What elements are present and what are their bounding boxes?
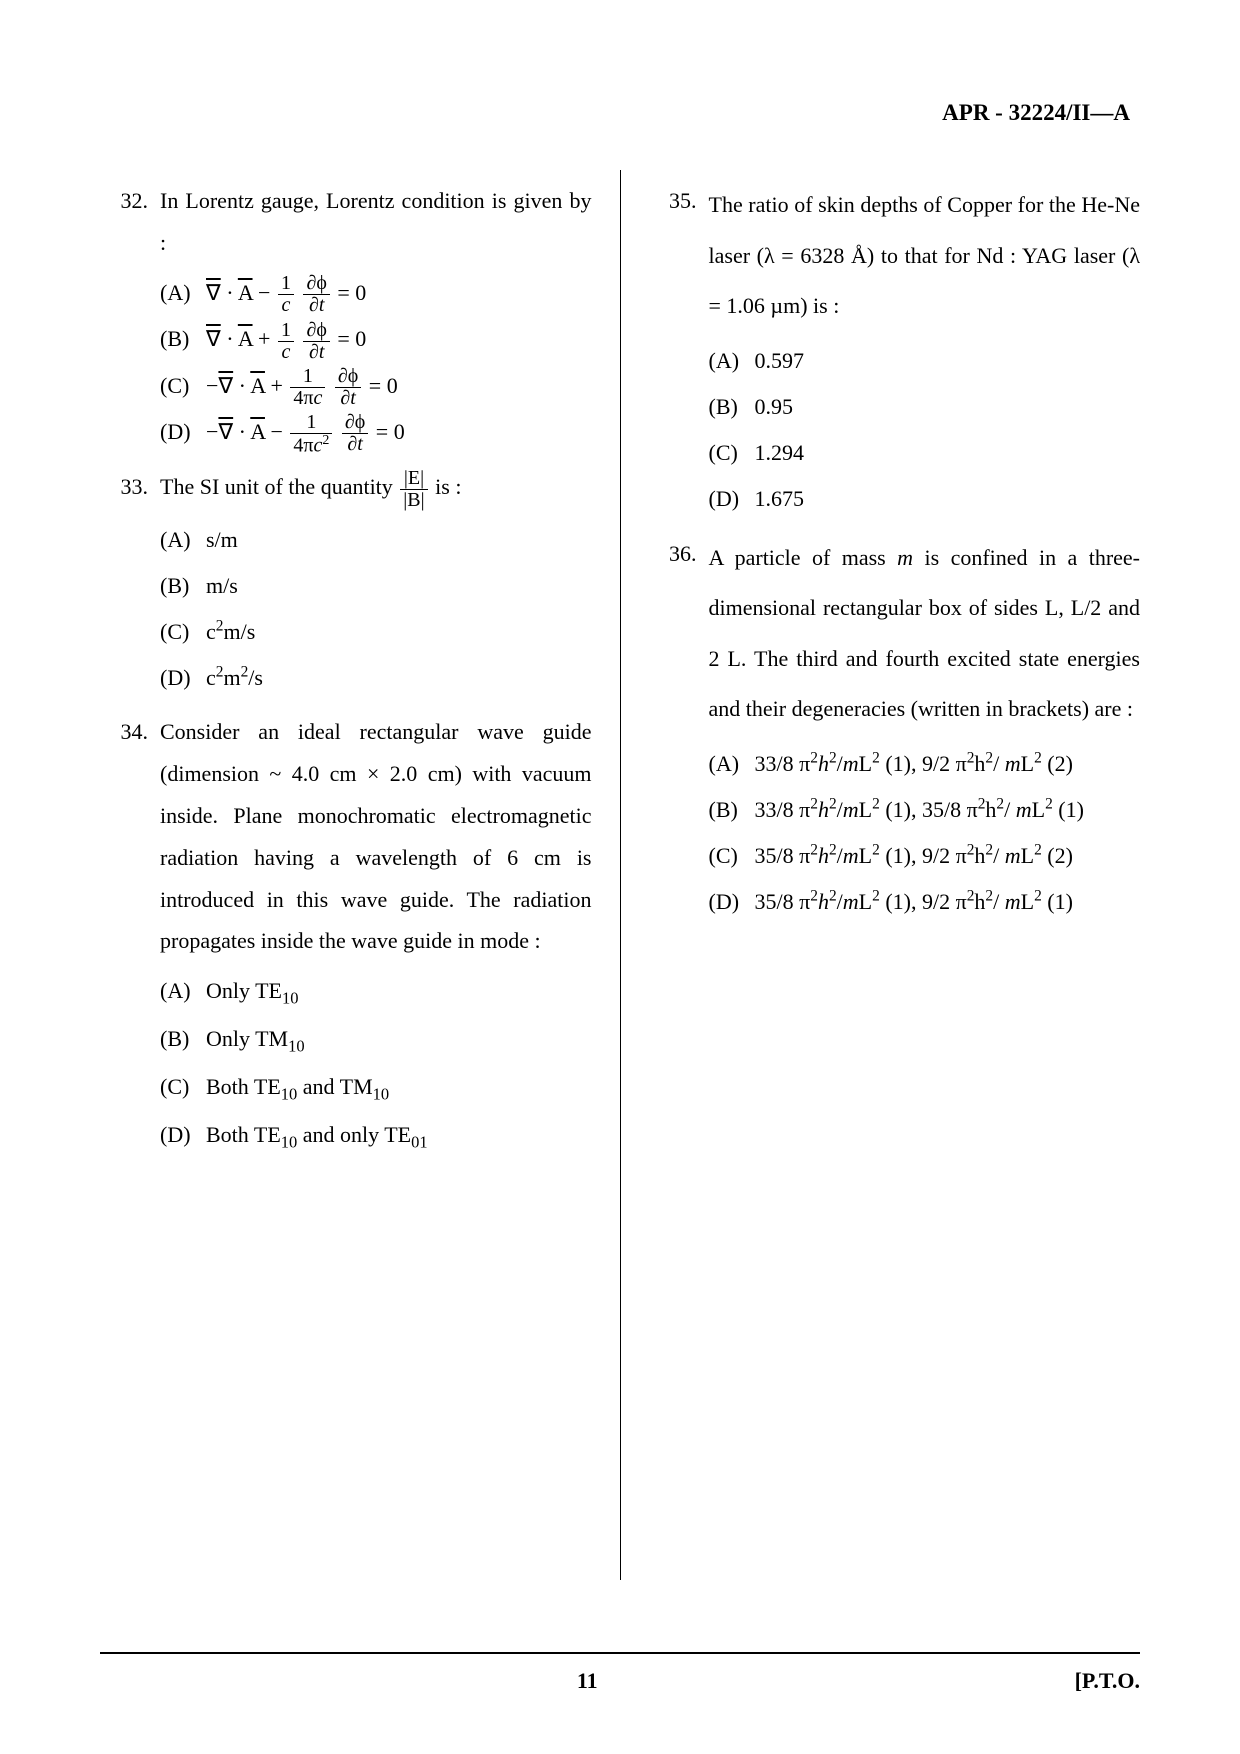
opt-label: (D) bbox=[160, 409, 206, 456]
q36-opt-a: 33/8 π2h2/mL2 (1), 9/2 π2h2/ mL2 (2) bbox=[755, 741, 1141, 787]
question-35: 35. The ratio of skin depths of Copper f… bbox=[649, 180, 1141, 523]
question-33: 33. The SI unit of the quantity |E||B| i… bbox=[100, 466, 592, 701]
left-column: 32. In Lorentz gauge, Lorentz condition … bbox=[100, 170, 621, 1580]
q33-opt-c: c2m/s bbox=[206, 609, 592, 655]
opt-label: (A) bbox=[160, 270, 206, 316]
q36-opt-c: 35/8 π2h2/mL2 (1), 9/2 π2h2/ mL2 (2) bbox=[755, 833, 1141, 879]
q34-text: Consider an ideal rectangular wave guide… bbox=[160, 711, 592, 962]
page-number: 11 bbox=[577, 1668, 598, 1694]
q33-text: The SI unit of the quantity |E||B| is : bbox=[160, 466, 592, 510]
q33-opt-b: m/s bbox=[206, 563, 592, 609]
q36-opt-b: 33/8 π2h2/mL2 (1), 35/8 π2h2/ mL2 (1) bbox=[755, 787, 1141, 833]
pto-label: [P.T.O. bbox=[1075, 1668, 1140, 1694]
q35-opt-a: 0.597 bbox=[755, 338, 1141, 384]
opt-label: (A) bbox=[709, 338, 755, 384]
right-column: 35. The ratio of skin depths of Copper f… bbox=[621, 170, 1141, 1580]
q32-opt-c: −∇ · A + 14πc ∂ϕ∂t = 0 bbox=[206, 363, 592, 409]
q33-opt-d: c2m2/s bbox=[206, 655, 592, 701]
q32-opt-b: ∇ · A + 1c ∂ϕ∂t = 0 bbox=[206, 316, 592, 362]
question-32: 32. In Lorentz gauge, Lorentz condition … bbox=[100, 180, 592, 456]
question-36: 36. A particle of mass m is confined in … bbox=[649, 533, 1141, 926]
opt-label: (B) bbox=[160, 1016, 206, 1064]
opt-label: (C) bbox=[160, 1064, 206, 1112]
opt-label: (C) bbox=[160, 363, 206, 409]
q36-number: 36. bbox=[649, 533, 709, 926]
q32-text: In Lorentz gauge, Lorentz condition is g… bbox=[160, 180, 592, 264]
opt-label: (A) bbox=[709, 741, 755, 787]
q36-text: A particle of mass m is confined in a th… bbox=[709, 533, 1141, 735]
exam-header: APR - 32224/II—A bbox=[942, 100, 1130, 126]
q35-opt-b: 0.95 bbox=[755, 384, 1141, 430]
footer-rule bbox=[100, 1652, 1140, 1654]
opt-label: (D) bbox=[709, 476, 755, 522]
q36-opt-d: 35/8 π2h2/mL2 (1), 9/2 π2h2/ mL2 (1) bbox=[755, 879, 1141, 925]
q35-opt-c: 1.294 bbox=[755, 430, 1141, 476]
q32-number: 32. bbox=[100, 180, 160, 456]
opt-label: (A) bbox=[160, 968, 206, 1016]
opt-label: (B) bbox=[160, 316, 206, 362]
q35-text: The ratio of skin depths of Copper for t… bbox=[709, 180, 1141, 332]
opt-label: (D) bbox=[709, 879, 755, 925]
q34-opt-b: Only TM10 bbox=[206, 1016, 592, 1064]
opt-label: (B) bbox=[160, 563, 206, 609]
q34-opt-d: Both TE10 and only TE01 bbox=[206, 1112, 592, 1160]
opt-label: (B) bbox=[709, 384, 755, 430]
q34-opt-a: Only TE10 bbox=[206, 968, 592, 1016]
opt-label: (C) bbox=[709, 833, 755, 879]
q34-opt-c: Both TE10 and TM10 bbox=[206, 1064, 592, 1112]
opt-label: (B) bbox=[709, 787, 755, 833]
q35-opt-d: 1.675 bbox=[755, 476, 1141, 522]
q32-opt-a: ∇ · A − 1c ∂ϕ∂t = 0 bbox=[206, 270, 592, 316]
q35-number: 35. bbox=[649, 180, 709, 523]
q34-number: 34. bbox=[100, 711, 160, 1160]
opt-label: (C) bbox=[709, 430, 755, 476]
question-34: 34. Consider an ideal rectangular wave g… bbox=[100, 711, 592, 1160]
opt-label: (D) bbox=[160, 1112, 206, 1160]
opt-label: (C) bbox=[160, 609, 206, 655]
opt-label: (A) bbox=[160, 517, 206, 563]
q33-number: 33. bbox=[100, 466, 160, 701]
footer: 11 [P.T.O. bbox=[100, 1668, 1140, 1694]
columns-wrap: 32. In Lorentz gauge, Lorentz condition … bbox=[100, 170, 1140, 1580]
q33-opt-a: s/m bbox=[206, 517, 592, 563]
opt-label: (D) bbox=[160, 655, 206, 701]
q32-opt-d: −∇ · A − 14πc2 ∂ϕ∂t = 0 bbox=[206, 409, 592, 456]
